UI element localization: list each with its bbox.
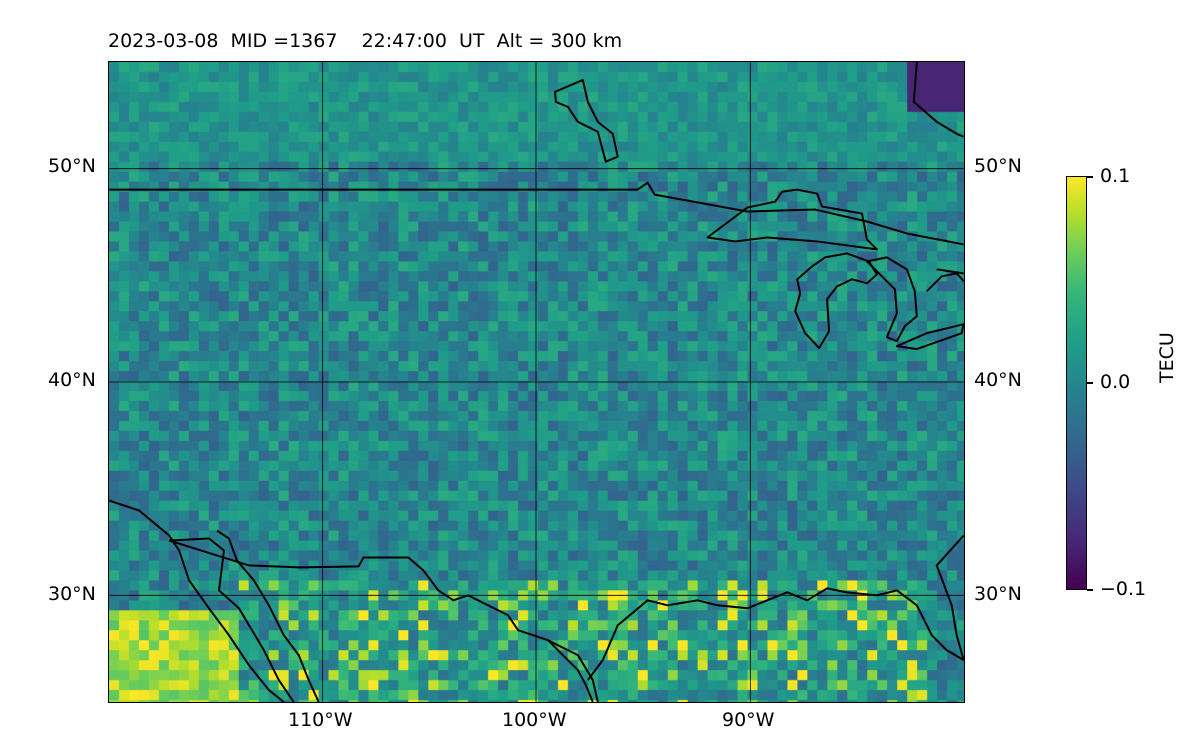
lat-label-40-right: 40°N bbox=[974, 369, 1022, 391]
colorbar-label-min: −0.1 bbox=[1100, 578, 1147, 600]
colorbar-label-zero: 0.0 bbox=[1100, 371, 1131, 393]
great-lakes-east bbox=[926, 268, 964, 292]
lake-huron bbox=[865, 256, 918, 343]
florida-east-coast bbox=[935, 534, 964, 661]
colorbar bbox=[1066, 176, 1087, 590]
mexico-border bbox=[168, 539, 599, 702]
lake-superior bbox=[706, 188, 878, 251]
lat-label-50-left: 50°N bbox=[48, 155, 96, 177]
rio-grande bbox=[216, 529, 320, 702]
baja-coast bbox=[109, 499, 285, 702]
hudson-island bbox=[553, 78, 619, 163]
gulf-coast-texas bbox=[547, 587, 964, 702]
lake-michigan bbox=[794, 252, 878, 350]
lat-label-30-left: 30°N bbox=[48, 583, 96, 605]
colorbar-tick-mid bbox=[1087, 382, 1093, 384]
map-title: 2023-03-08 MID =1367 22:47:00 UT Alt = 3… bbox=[108, 30, 623, 52]
hudson-coast bbox=[912, 62, 964, 138]
colorbar-tick-top bbox=[1087, 176, 1093, 178]
lat-label-30-right: 30°N bbox=[974, 583, 1022, 605]
map-overlay bbox=[109, 62, 964, 702]
lat-label-50-right: 50°N bbox=[974, 155, 1022, 177]
lon-label-90: 90°W bbox=[722, 709, 775, 731]
us-canada-border bbox=[109, 181, 964, 246]
colorbar-tick-bottom bbox=[1087, 589, 1093, 591]
grid-lines bbox=[109, 62, 964, 702]
gulf-of-california bbox=[169, 537, 295, 702]
lon-label-110: 110°W bbox=[288, 709, 353, 731]
lat-label-40-left: 40°N bbox=[48, 369, 96, 391]
colorbar-title: TECU bbox=[1156, 332, 1178, 383]
lake-erie bbox=[895, 323, 964, 351]
coastlines bbox=[109, 62, 964, 702]
lon-label-100: 100°W bbox=[502, 709, 567, 731]
colorbar-label-max: 0.1 bbox=[1100, 165, 1131, 187]
tec-map bbox=[108, 61, 965, 703]
